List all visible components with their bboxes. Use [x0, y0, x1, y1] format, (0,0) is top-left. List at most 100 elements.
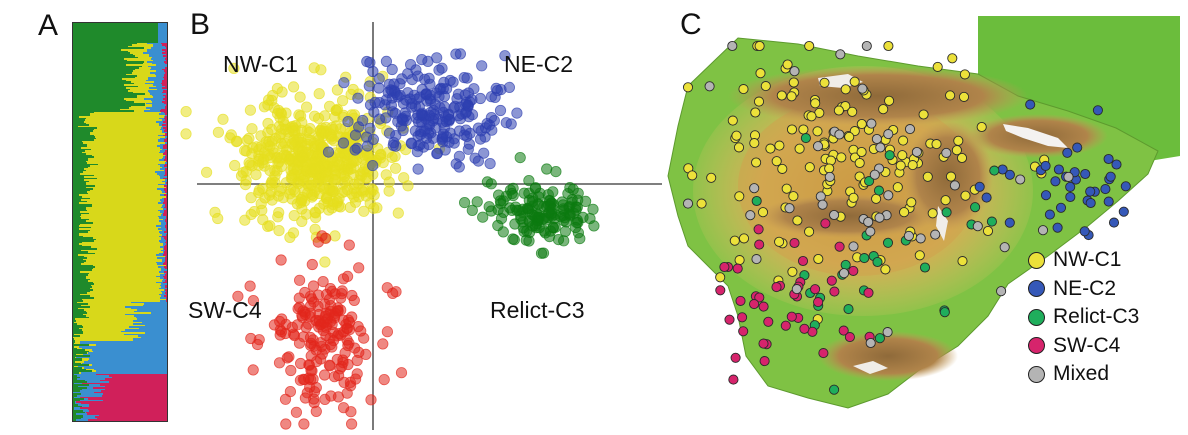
legend-dot-relict: [1028, 308, 1045, 326]
map-point-nw: [824, 163, 835, 174]
pca-point-nw: [235, 170, 248, 182]
pca-point-ne: [322, 146, 335, 158]
map-point-nw: [898, 135, 909, 146]
pca-point-relict: [458, 197, 471, 209]
pca-point-ne: [416, 53, 428, 66]
map-point-mixed: [1015, 174, 1026, 185]
pca-point-ne: [369, 96, 381, 109]
pca-point-ne: [373, 73, 385, 85]
pca-point-sw: [336, 288, 348, 300]
map-point-mixed: [869, 169, 880, 180]
map-point-sw: [730, 352, 741, 363]
pca-point-sw: [245, 332, 257, 345]
map-point-ne: [1079, 226, 1090, 237]
pca-point-ne: [402, 68, 414, 80]
pca-point-ne: [415, 108, 427, 121]
map-point-sw: [763, 316, 774, 327]
legend-label-nw: NW-C1: [1053, 248, 1122, 272]
pca-point-nw: [288, 210, 300, 222]
pca-point-ne: [396, 113, 408, 126]
map-point-nw: [922, 171, 933, 182]
map-point-ne: [1040, 190, 1052, 201]
pca-point-ne: [338, 77, 350, 89]
map-point-nw: [706, 172, 717, 183]
map-point-mixed: [883, 190, 894, 201]
map-point-sw: [799, 323, 810, 334]
pca-point-ne: [499, 50, 511, 62]
pca-point-nw: [224, 132, 236, 144]
cluster-label-ne: NE-C2: [504, 51, 574, 77]
map-point-sw: [738, 326, 749, 337]
pca-point-sw: [358, 332, 370, 344]
map-point-nw: [734, 191, 745, 202]
pca-point-nw: [246, 123, 258, 135]
map-point-mixed: [789, 66, 800, 77]
map-point-ne: [1111, 159, 1122, 170]
map-point-nw: [682, 82, 694, 93]
pca-point-sw: [276, 313, 288, 325]
map-point-relict: [872, 256, 883, 268]
map-point-ne: [1055, 202, 1067, 213]
pca-point-sw: [304, 307, 316, 319]
map-point-mixed: [903, 230, 914, 241]
pca-point-ne: [476, 60, 488, 72]
map-point-nw: [760, 81, 771, 92]
map-point-mixed: [861, 40, 872, 52]
map-point-mixed: [857, 83, 868, 94]
pca-point-relict: [494, 195, 506, 207]
map-point-ne: [974, 181, 985, 192]
pca-point-ne: [461, 130, 473, 143]
map-point-mixed: [824, 171, 835, 182]
map-point-sw: [758, 301, 769, 312]
pca-point-sw: [325, 299, 337, 312]
pca-point-ne: [440, 131, 453, 143]
pca-point-nw: [319, 256, 331, 268]
pca-point-nw: [288, 81, 300, 93]
map-point-ne: [1108, 217, 1120, 228]
pca-point-ne: [416, 83, 428, 96]
pca-point-ne: [452, 88, 464, 100]
pca-point-sw: [333, 327, 345, 340]
pca-point-ne: [351, 142, 363, 154]
map-point-nw: [854, 157, 865, 169]
pca-point-sw: [291, 319, 304, 331]
map-point-mixed: [812, 141, 824, 152]
map-point-mixed: [791, 284, 802, 295]
map-point-ne: [1100, 184, 1111, 195]
pca-point-sw: [326, 285, 338, 297]
pca-point-sw: [343, 239, 355, 251]
pca-point-sw: [319, 369, 331, 381]
pca-point-relict: [537, 247, 550, 259]
pca-point-nw: [348, 109, 361, 121]
map-point-nw: [757, 207, 769, 218]
map-point-relict: [970, 202, 981, 213]
pca-point-sw: [345, 406, 357, 418]
map-point-ne: [1062, 147, 1073, 158]
map-point-sw: [820, 218, 831, 229]
pca-point-nw: [295, 110, 307, 122]
pca-point-nw: [229, 159, 241, 172]
pca-point-ne: [363, 80, 375, 92]
pca-point-nw: [244, 104, 257, 116]
pca-point-ne: [486, 124, 498, 136]
map-point-nw: [892, 182, 903, 193]
map-point-sw: [844, 332, 855, 343]
map-point-nw: [931, 139, 942, 150]
pca-point-sw: [280, 418, 292, 430]
map-point-nw: [960, 190, 971, 201]
pca-point-nw: [371, 202, 383, 214]
map-point-nw: [833, 105, 844, 116]
pca-point-ne: [367, 65, 379, 78]
pca-point-nw: [180, 128, 192, 140]
map-point-ne: [1004, 217, 1015, 228]
pca-point-sw: [339, 347, 351, 359]
pca-point-nw: [284, 231, 296, 243]
pca-point-ne: [390, 140, 402, 152]
pca-point-nw: [263, 94, 275, 106]
pca-point-relict: [497, 226, 509, 238]
pca-point-nw: [180, 106, 192, 118]
cluster-label-sw: SW-C4: [188, 297, 262, 323]
pca-point-sw: [284, 385, 297, 398]
pca-point-nw: [313, 187, 325, 200]
pca-point-nw: [264, 165, 276, 177]
